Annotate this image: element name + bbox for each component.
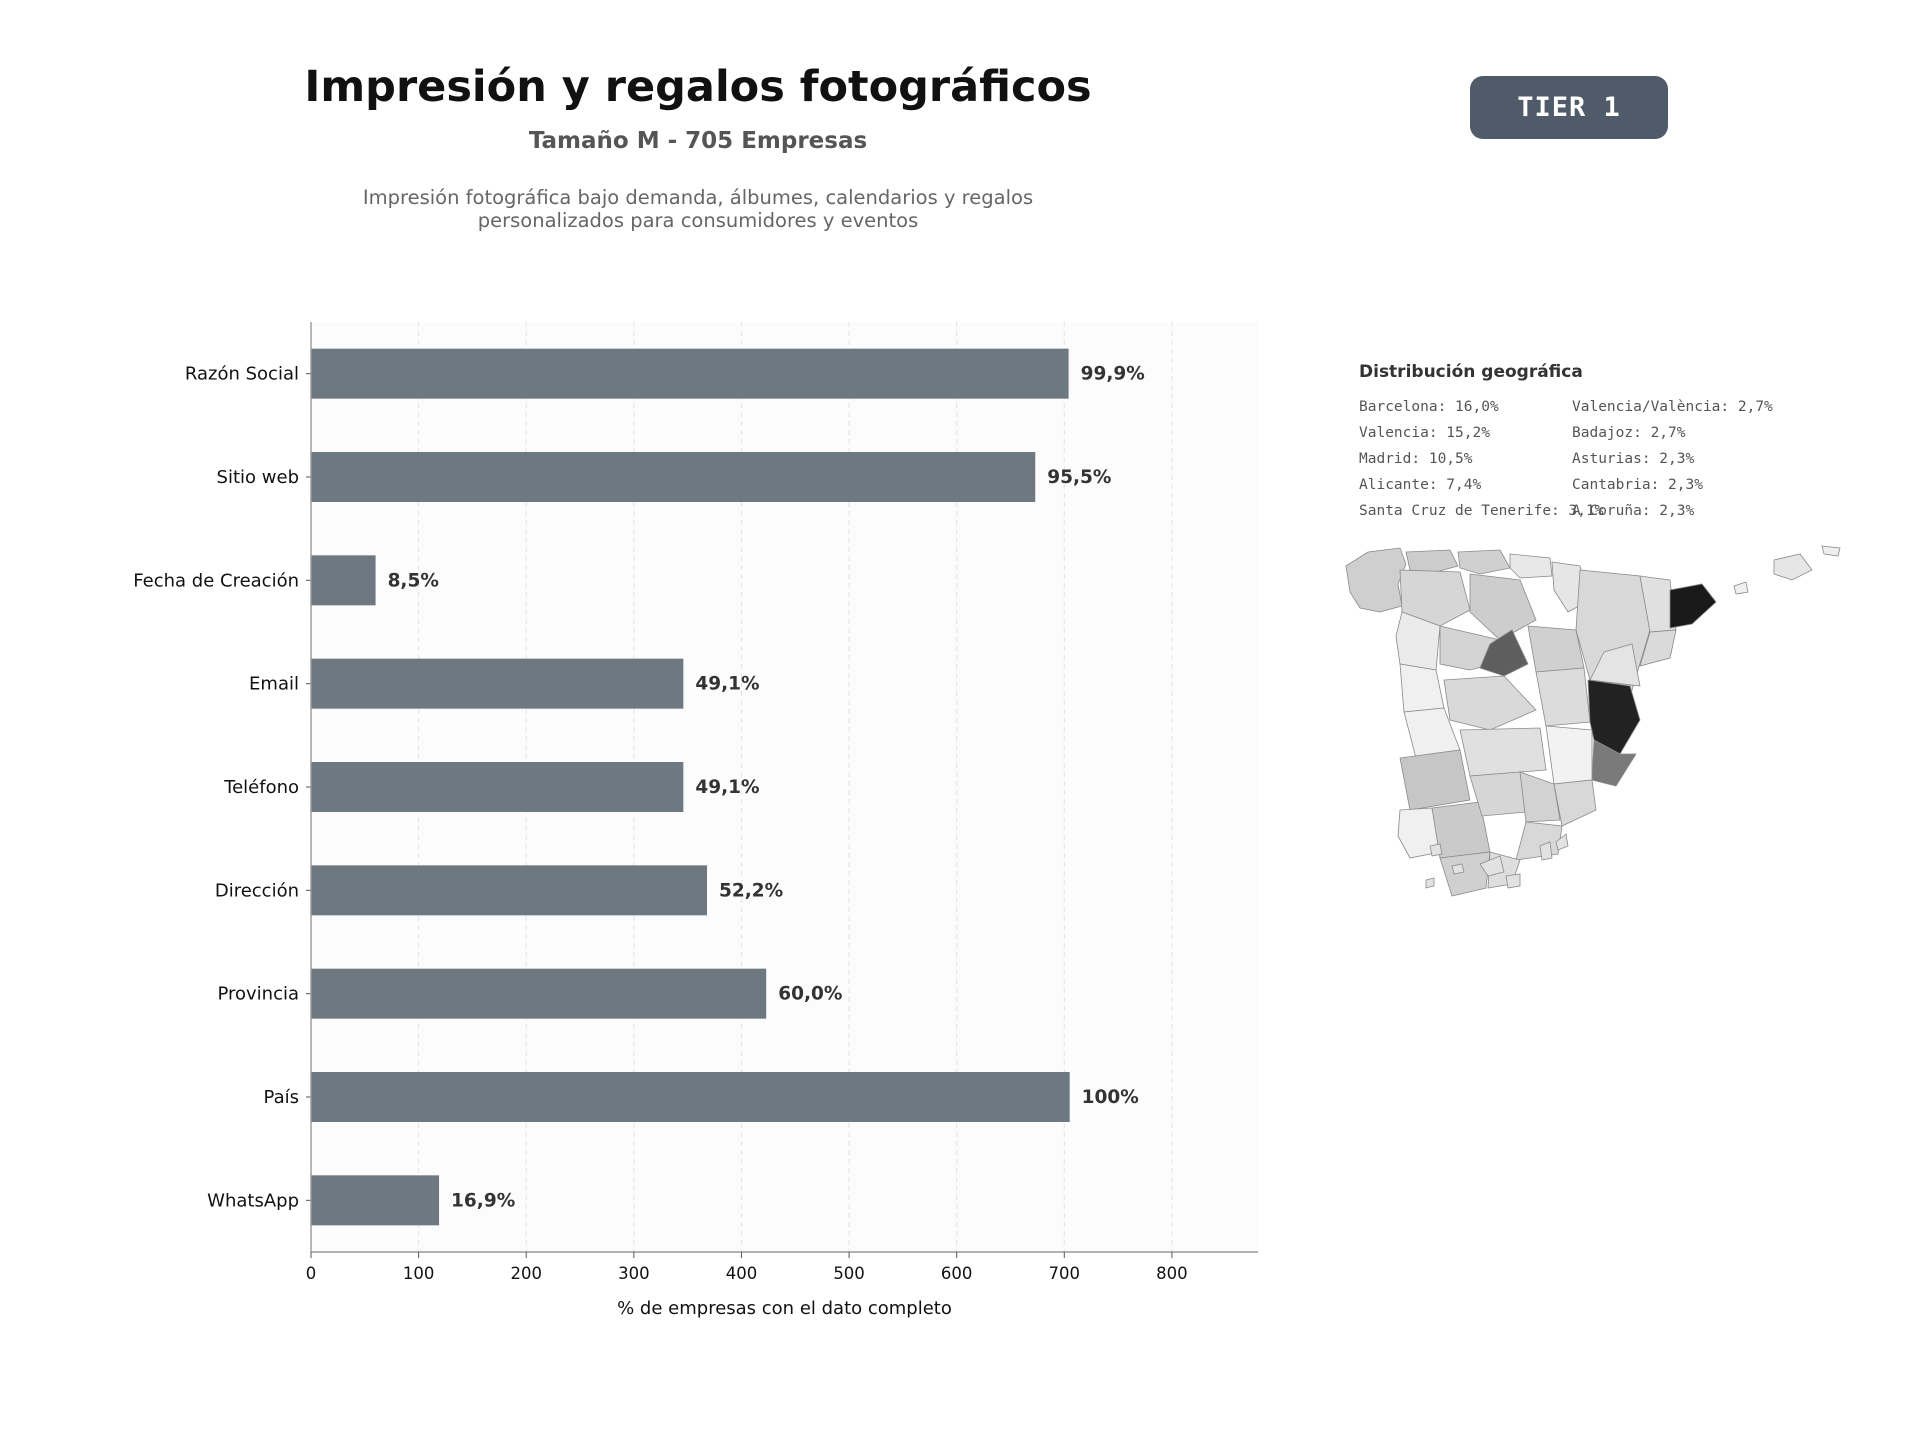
map-region-galicia [1345, 547, 1407, 613]
description-line-2: personalizados para consumidores y event… [477, 209, 919, 232]
sector-description: Impresión fotográfica bajo demanda, álbu… [298, 186, 1098, 232]
bar [311, 1175, 440, 1226]
tier-badge: TIER 1 [1470, 76, 1668, 139]
geo-item: Barcelona: 16,0% [1359, 399, 1499, 415]
bar [311, 452, 1036, 502]
category-label: Teléfono [223, 777, 299, 798]
map-region-mallorca [1773, 553, 1813, 581]
geo-item: Cantabria: 2,3% [1572, 477, 1703, 493]
x-tick-label: 100 [403, 1264, 435, 1283]
map-region-castellon [1589, 643, 1641, 687]
map-region-canary-island [1429, 843, 1443, 857]
x-axis-label: % de empresas con el dato completo [617, 1298, 952, 1319]
geo-item: Madrid: 10,5% [1359, 451, 1473, 467]
bar [311, 968, 767, 1019]
map-region-salamanca [1399, 663, 1445, 713]
category-label: Sitio web [217, 467, 299, 488]
map-region-tarragona [1639, 629, 1677, 667]
bar-value-label: 8,5% [388, 570, 439, 591]
bar-value-label: 49,1% [695, 674, 759, 695]
x-tick-label: 0 [306, 1264, 317, 1283]
category-label: WhatsApp [207, 1190, 299, 1211]
map-region-murcia [1553, 779, 1597, 827]
map-region-badajoz [1399, 749, 1471, 811]
bar [311, 865, 708, 916]
map-region-basque [1509, 553, 1553, 579]
map-region-cantabria [1457, 549, 1511, 575]
category-label: Razón Social [185, 364, 299, 385]
map-region-canary-island [1505, 873, 1521, 889]
map-region-barcelona [1669, 583, 1717, 629]
geo-item: Badajoz: 2,7% [1572, 425, 1686, 441]
spain-map [1345, 545, 1841, 897]
bar [311, 1072, 1070, 1122]
x-tick-label: 700 [1049, 1264, 1081, 1283]
category-label: País [264, 1087, 299, 1108]
bar-value-label: 52,2% [719, 880, 783, 901]
map-region-ibiza [1733, 581, 1749, 595]
x-tick-label: 800 [1156, 1264, 1188, 1283]
map-region-granada [1515, 821, 1563, 861]
geo-item: Alicante: 7,4% [1359, 477, 1482, 493]
geo-item: Valencia/València: 2,7% [1572, 399, 1773, 415]
map-region-leon [1399, 569, 1471, 627]
bar-value-label: 49,1% [695, 777, 759, 798]
category-label: Fecha de Creación [133, 570, 299, 591]
bar-value-label: 95,5% [1047, 467, 1111, 488]
x-tick-label: 200 [510, 1264, 542, 1283]
category-label: Provincia [217, 984, 299, 1005]
map-region-asturias [1405, 549, 1459, 573]
map-region-huelva [1397, 807, 1441, 859]
map-region-madrid [1479, 629, 1529, 677]
bar [311, 762, 684, 812]
geo-item: Santa Cruz de Tenerife: 3,1% [1359, 503, 1604, 519]
map-region-canary-island [1539, 841, 1553, 861]
map-region-menorca [1821, 545, 1841, 557]
map-region-jaen [1519, 771, 1561, 823]
bar [311, 658, 684, 709]
bar-value-label: 99,9% [1081, 364, 1145, 385]
map-region-canary-island [1425, 877, 1435, 889]
x-tick-label: 600 [941, 1264, 973, 1283]
map-region-toledo [1443, 675, 1537, 731]
page-subtitle: Tamaño M - 705 Empresas [528, 128, 868, 154]
bar [311, 555, 376, 606]
map-region-canary-island [1479, 855, 1505, 877]
bar-value-label: 100% [1082, 1087, 1139, 1108]
map-region-canary-island [1451, 863, 1465, 875]
bar-value-label: 60,0% [778, 984, 842, 1005]
map-region-albacete [1545, 725, 1593, 785]
map-region-cadiz [1439, 851, 1491, 897]
geo-item: A Coruña: 2,3% [1572, 503, 1695, 519]
geo-distribution-title: Distribución geográfica [1359, 362, 1583, 382]
map-region-ciudad-real [1459, 727, 1547, 777]
geo-item: Valencia: 15,2% [1359, 425, 1490, 441]
page-title: Impresión y regalos fotográficos [304, 62, 1092, 112]
x-tick-label: 400 [726, 1264, 758, 1283]
completeness-bar-chart: 99,9% Razón Social 95,5% Sitio web 8,5% Fecha… [133, 322, 1258, 1319]
map-region-canary-island [1555, 833, 1569, 851]
bar-value-label: 16,9% [451, 1190, 515, 1211]
map-region-guadalajara [1527, 625, 1585, 673]
category-label: Email [249, 674, 299, 695]
map-region-burgos [1469, 573, 1537, 641]
bar [311, 348, 1069, 399]
geo-item: Asturias: 2,3% [1572, 451, 1695, 467]
category-label: Dirección [215, 880, 299, 901]
x-tick-label: 500 [833, 1264, 865, 1283]
description-line-1: Impresión fotográfica bajo demanda, álbu… [362, 186, 1034, 209]
x-tick-label: 300 [618, 1264, 650, 1283]
map-region-cuenca [1535, 667, 1591, 727]
